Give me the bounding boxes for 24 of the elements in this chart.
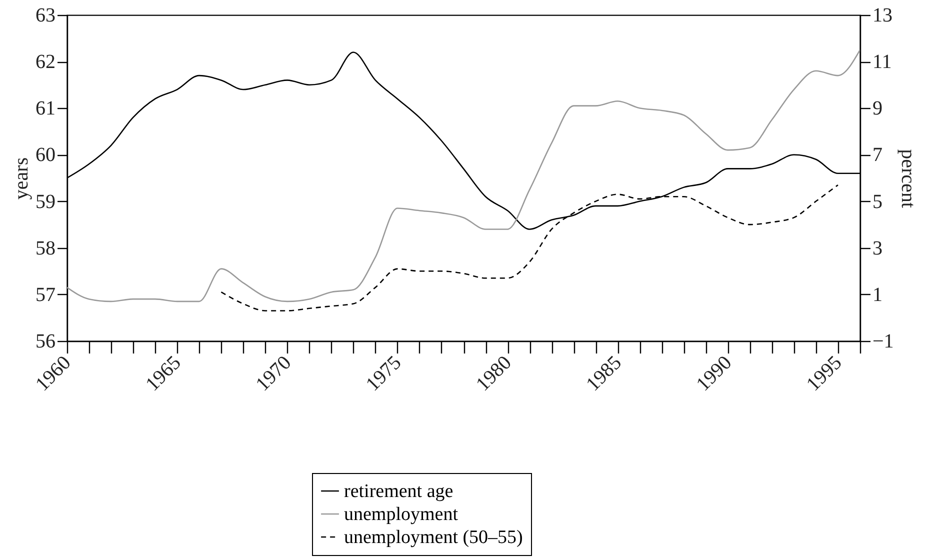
y2-tick-label: −1 xyxy=(872,330,894,352)
y-tick-label: 57 xyxy=(36,284,56,306)
y2-tick-label: 13 xyxy=(872,4,892,26)
y-tick-label: 62 xyxy=(36,51,56,74)
y-tick-label: 59 xyxy=(36,190,56,213)
y-tick-label: 61 xyxy=(36,98,56,120)
y-axis-title: years xyxy=(10,157,32,200)
y2-tick-label: 1 xyxy=(872,284,882,306)
legend-label: unemployment (50–55) xyxy=(344,527,523,548)
y2-axis-title: percent xyxy=(896,149,919,208)
y2-tick-label: 9 xyxy=(872,98,882,120)
y-tick-label: 63 xyxy=(36,4,56,26)
legend-label: unemployment xyxy=(344,504,459,525)
y2-tick-label: 11 xyxy=(872,51,892,74)
x-tick-label: 1990 xyxy=(692,352,736,396)
x-tick-label: 1970 xyxy=(252,352,296,396)
legend-label: retirement age xyxy=(344,481,454,502)
y2-tick-label: 5 xyxy=(872,190,882,213)
y-tick-label: 56 xyxy=(36,330,56,352)
y-tick-label: 60 xyxy=(36,144,56,166)
y2-tick-label: 7 xyxy=(872,144,882,166)
line-series xyxy=(67,49,860,302)
y-tick-label: 58 xyxy=(36,237,56,260)
y2-tick-label: 3 xyxy=(872,237,882,260)
